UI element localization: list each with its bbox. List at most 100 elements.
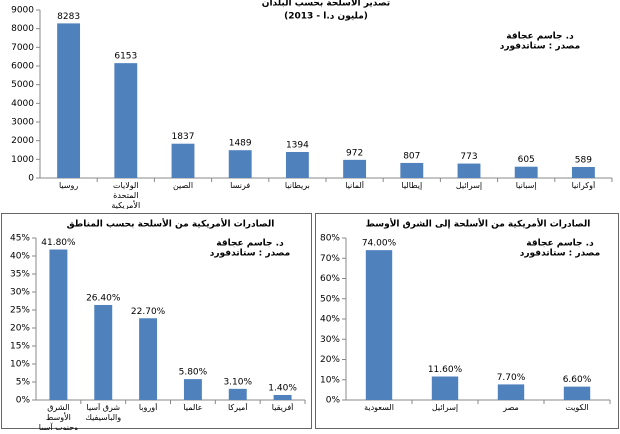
- y-tick-label: 30%: [320, 335, 340, 345]
- data-label: 22.70%: [131, 307, 166, 317]
- y-tick-label: 35%: [10, 270, 30, 280]
- y-tick-label: 6000: [11, 62, 34, 72]
- bar: [228, 388, 247, 400]
- x-tick-label: أوكرانيا: [571, 181, 596, 190]
- annotation: د. جاسم عجاقة: [216, 239, 284, 249]
- x-tick-label: أوروبا: [138, 403, 158, 412]
- panel-frame: [1, 213, 312, 429]
- data-label: 1394: [286, 140, 309, 150]
- y-tick-label: 80%: [320, 234, 340, 244]
- y-tick-label: 4000: [11, 99, 34, 109]
- x-label-box: ألمانيا: [345, 181, 364, 190]
- bar: [563, 386, 591, 400]
- y-tick-label: 5000: [11, 80, 34, 90]
- x-tick-label: الشرق الأوسط وجنوب آسيا: [38, 403, 79, 431]
- x-label-box: الكويت: [565, 403, 588, 412]
- x-tick-label: الصين: [172, 181, 194, 190]
- chart-title: الصادرات الأمريكية من الأسلحة إلى الشرق …: [366, 218, 591, 230]
- x-label-box: أفريقيا: [271, 403, 294, 412]
- data-label: 41.80%: [41, 238, 76, 248]
- chart-title: الصادرات الأمريكية من الأسلحة بحسب المنا…: [67, 218, 275, 230]
- annotation: مصدر : ستاتدفورد: [210, 249, 291, 259]
- data-label: 8283: [57, 12, 80, 22]
- x-label-box: السعودية: [364, 403, 394, 412]
- y-tick-label: 0%: [16, 396, 31, 406]
- x-tick-label: إسرائيل: [455, 181, 483, 190]
- x-tick-label: السعودية: [364, 403, 394, 412]
- bar: [114, 63, 138, 179]
- y-tick-label: 8000: [11, 24, 34, 34]
- x-label-box: إسرائيل: [455, 181, 483, 190]
- x-tick-label: روسيا: [58, 181, 79, 190]
- x-label-box: عالمياً: [183, 403, 203, 412]
- x-label-box: إسرائيل: [431, 403, 459, 412]
- y-tick-label: 15%: [10, 342, 30, 352]
- x-tick-label: ألمانيا: [345, 181, 364, 190]
- data-label: 1489: [229, 139, 252, 149]
- bar: [94, 304, 113, 400]
- x-label-box: روسيا: [58, 181, 79, 190]
- data-label: 773: [460, 152, 477, 162]
- y-tick-label: 1000: [11, 155, 34, 165]
- chart-subtitle: (مليون د.ا - 2013): [284, 12, 368, 22]
- y-tick-label: 2000: [11, 136, 34, 146]
- bar: [285, 151, 309, 178]
- y-tick-label: 10%: [10, 360, 30, 370]
- data-label: 605: [518, 155, 535, 165]
- y-tick-label: 0: [28, 174, 34, 184]
- x-label-box: أميركا: [227, 403, 248, 412]
- y-tick-label: 25%: [10, 306, 30, 316]
- x-tick-label: إسرائيل: [431, 403, 459, 412]
- data-label: 6.60%: [563, 375, 592, 385]
- data-label: 972: [346, 148, 363, 158]
- x-tick-label: بريطانيا: [284, 181, 310, 190]
- data-label: 6153: [114, 52, 137, 62]
- bar: [183, 379, 202, 400]
- bar: [400, 162, 424, 178]
- x-label-box: مصر: [503, 403, 519, 412]
- annotation: مصدر : ستاتدفورد: [520, 249, 601, 259]
- y-tick-label: 50%: [320, 294, 340, 304]
- y-tick-label: 45%: [10, 234, 30, 244]
- y-tick-label: 9000: [11, 6, 34, 16]
- x-tick-label: مصر: [503, 403, 519, 412]
- x-tick-label: إسبانيا: [515, 181, 537, 190]
- y-tick-label: 7000: [11, 43, 34, 53]
- y-tick-label: 40%: [320, 315, 340, 325]
- y-tick-label: 20%: [320, 355, 340, 365]
- data-label: 807: [403, 151, 420, 161]
- x-label-box: فرنسا: [230, 181, 251, 190]
- bar: [365, 250, 393, 400]
- y-tick-label: 5%: [16, 378, 31, 388]
- x-tick-label: شرق آسيا والباسيفيك: [85, 403, 122, 422]
- bar: [497, 384, 525, 400]
- bar: [49, 249, 68, 400]
- x-tick-label: أميركا: [227, 403, 248, 412]
- x-tick-label: إيطاليا: [401, 181, 423, 190]
- bar: [431, 376, 459, 400]
- x-tick-label: أفريقيا: [271, 403, 294, 412]
- y-tick-label: 30%: [10, 288, 30, 298]
- x-tick-label: فرنسا: [230, 181, 251, 190]
- panel-frame: [315, 213, 619, 429]
- x-tick-label: الولايات المتحدة الأمريكية: [111, 181, 141, 209]
- data-label: 26.40%: [86, 293, 121, 303]
- data-label: 589: [575, 156, 592, 166]
- x-label-box: بريطانيا: [284, 181, 310, 190]
- y-tick-label: 40%: [10, 252, 30, 262]
- x-tick-label: عالمياً: [183, 403, 203, 412]
- data-label: 1837: [172, 132, 195, 142]
- bar: [514, 166, 538, 178]
- bar: [457, 163, 481, 178]
- data-label: 5.80%: [179, 368, 208, 378]
- bar: [139, 318, 158, 400]
- data-label: 74.00%: [362, 239, 397, 249]
- chart-title: تصدير الأسلحة بحسب البلدان: [262, 0, 390, 9]
- y-tick-label: 0%: [326, 396, 341, 406]
- data-label: 7.70%: [497, 373, 526, 383]
- data-label: 1.40%: [268, 383, 297, 393]
- x-label-box: أوروبا: [138, 403, 158, 412]
- annotation: مصدر : ستاتدفورد: [500, 42, 581, 52]
